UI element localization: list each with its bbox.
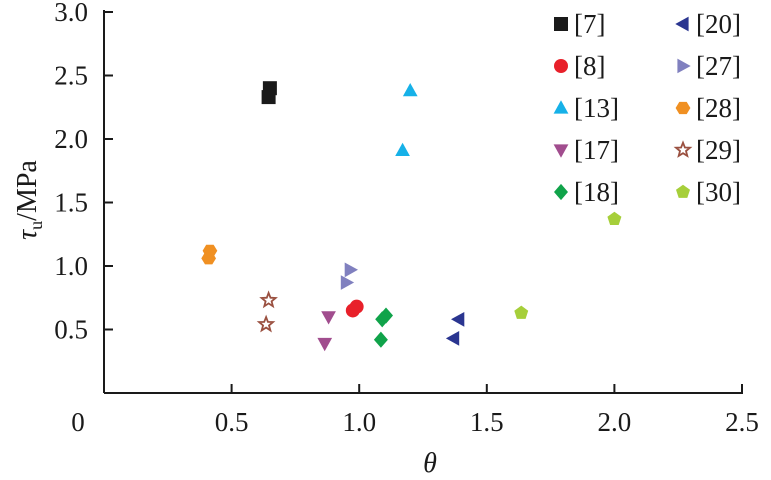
data-point (321, 311, 336, 325)
legend-label: [27] (696, 51, 741, 81)
y-tick-label: 3.0 (54, 0, 88, 27)
legend-marker (554, 17, 568, 31)
x-axis-title: θ (423, 448, 437, 479)
data-point (259, 290, 278, 309)
legend-label: [7] (574, 9, 605, 39)
data-point (395, 142, 410, 156)
x-tick-label: 1.5 (470, 407, 504, 437)
x-tick-label: 2.0 (598, 407, 632, 437)
legend-item: [8] (554, 51, 605, 81)
legend-item: [7] (554, 9, 605, 39)
y-tick-label: 2.5 (54, 61, 88, 91)
legend-marker (677, 58, 691, 74)
x-tick-label: 2.5 (725, 407, 759, 437)
data-point (451, 312, 465, 327)
legend-label: [18] (574, 177, 619, 207)
x-tick-label: 0 (71, 407, 85, 437)
legend-marker (553, 100, 569, 114)
legend-item: [18] (554, 177, 619, 207)
data-point (375, 311, 390, 328)
legend-marker (675, 16, 689, 32)
legend-label: [29] (696, 135, 741, 165)
data-point (344, 262, 358, 278)
data-point (445, 331, 460, 346)
legend-label: [8] (574, 51, 605, 81)
legend-item: [30] (676, 177, 741, 207)
data-point (607, 211, 622, 225)
data-point (379, 307, 393, 324)
y-axis-title: τu/MPa (12, 160, 46, 240)
data-point (256, 314, 276, 333)
legend-item: [20] (675, 9, 741, 39)
legend-label: [28] (696, 93, 741, 123)
legend-label: [30] (696, 177, 741, 207)
y-axis-title-symbol: τ (12, 229, 43, 240)
y-tick-label: 0.5 (54, 315, 88, 345)
y-tick-label: 1.0 (54, 251, 88, 281)
y-axis-title-unit: /MPa (12, 160, 43, 221)
legend-marker (675, 101, 691, 115)
legend-marker (554, 59, 568, 73)
legend-marker (553, 144, 569, 158)
legend-label: [17] (574, 135, 619, 165)
data-point (345, 303, 360, 318)
data-point (514, 305, 529, 319)
legend-item: [27] (677, 51, 741, 81)
legend-item: [29] (673, 135, 741, 165)
legend: [7] [8] [13] [17] [18] [20] [27] [28] [29] [30] (553, 9, 741, 207)
data-point (201, 252, 216, 265)
legend-item: [28] (675, 93, 741, 123)
y-tick-label: 2.0 (54, 124, 88, 154)
data-points (201, 81, 622, 352)
legend-label: [20] (696, 9, 741, 39)
data-point (340, 275, 355, 290)
x-ticks: 0 0.5 1.0 1.5 2.0 2.5 (71, 384, 759, 437)
y-ticks: 0.5 1.0 1.5 2.0 2.5 3.0 (54, 0, 113, 345)
y-axis-title-subscript: u (26, 221, 46, 230)
legend-item: [17] (553, 135, 619, 165)
x-tick-label: 0.5 (215, 407, 249, 437)
legend-item: [13] (553, 93, 619, 123)
data-point (373, 331, 388, 348)
x-tick-label: 1.0 (342, 407, 376, 437)
legend-marker (676, 184, 690, 198)
data-point (261, 90, 276, 105)
legend-label: [13] (574, 93, 619, 123)
data-point (317, 337, 333, 352)
axes (103, 10, 743, 394)
y-tick-label: 1.5 (54, 188, 88, 218)
legend-marker (673, 140, 693, 158)
legend-marker (554, 183, 568, 201)
data-point (402, 83, 418, 97)
